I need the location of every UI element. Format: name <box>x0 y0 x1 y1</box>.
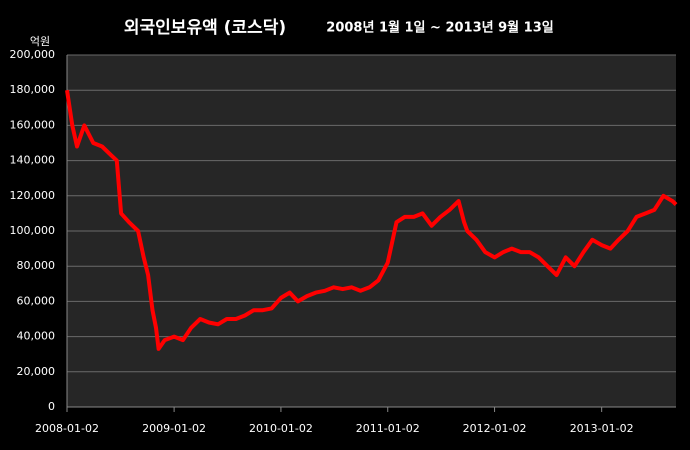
x-tick-label: 2012-01-02 <box>463 422 527 435</box>
y-tick-label: 100,000 <box>10 224 56 237</box>
y-tick-label: 40,000 <box>17 330 56 343</box>
x-tick-label: 2011-01-02 <box>356 422 420 435</box>
y-tick-label: 180,000 <box>10 83 56 96</box>
y-axis-label: 억원 <box>30 35 50 48</box>
y-tick-label: 0 <box>48 400 55 413</box>
x-tick-label: 2013-01-02 <box>570 422 634 435</box>
y-tick-label: 60,000 <box>17 294 56 307</box>
y-tick-label: 200,000 <box>10 48 56 61</box>
y-tick-label: 160,000 <box>10 118 56 131</box>
y-tick-label: 140,000 <box>10 154 56 167</box>
y-tick-label: 80,000 <box>17 259 56 272</box>
x-tick-label: 2010-01-02 <box>249 422 313 435</box>
x-tick-label: 2009-01-02 <box>142 422 206 435</box>
data-line <box>65 89 678 351</box>
x-tick-label: 2008-01-02 <box>35 422 99 435</box>
chart-subtitle: 2008년 1월 1일 ~ 2013년 9월 13일 <box>326 20 553 36</box>
y-tick-label: 20,000 <box>17 365 56 378</box>
chart-title: 외국인보유액 (코스닥) <box>124 18 286 38</box>
y-tick-label: 120,000 <box>10 189 56 202</box>
